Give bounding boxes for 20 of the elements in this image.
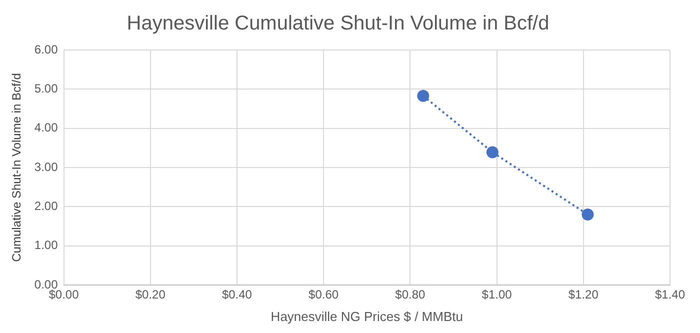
x-tick-label: $0.00 bbox=[48, 288, 80, 302]
y-tick-label: 2.00 bbox=[34, 198, 58, 213]
y-tick-label: 6.00 bbox=[34, 42, 58, 56]
y-tick-label: 4.00 bbox=[34, 120, 58, 135]
x-tick-label: $1.40 bbox=[654, 288, 686, 302]
point bbox=[486, 146, 498, 158]
x-tick-label: $0.20 bbox=[135, 288, 166, 302]
x-tick-label: $0.60 bbox=[308, 288, 339, 302]
chart-title: Haynesville Cumulative Shut-In Volume in Bcf/d bbox=[126, 12, 550, 35]
point bbox=[417, 90, 430, 102]
x-tick-label: $1.00 bbox=[482, 288, 512, 302]
y-tick-label: 5.00 bbox=[34, 81, 58, 96]
point bbox=[582, 208, 594, 220]
x-tick-label: $0.80 bbox=[395, 288, 426, 302]
x-tick-label: $1.20 bbox=[568, 288, 599, 302]
y-axis-title: Cumulative Shut-In Volume in Bcf/d bbox=[10, 73, 24, 262]
y-tick-label: 3.00 bbox=[34, 160, 58, 174]
x-axis-title: Haynesville NG Prices $ / MMBtu bbox=[270, 308, 463, 324]
y-tick-label: 1.00 bbox=[34, 238, 58, 252]
x-tick-label: $0.40 bbox=[222, 288, 252, 302]
